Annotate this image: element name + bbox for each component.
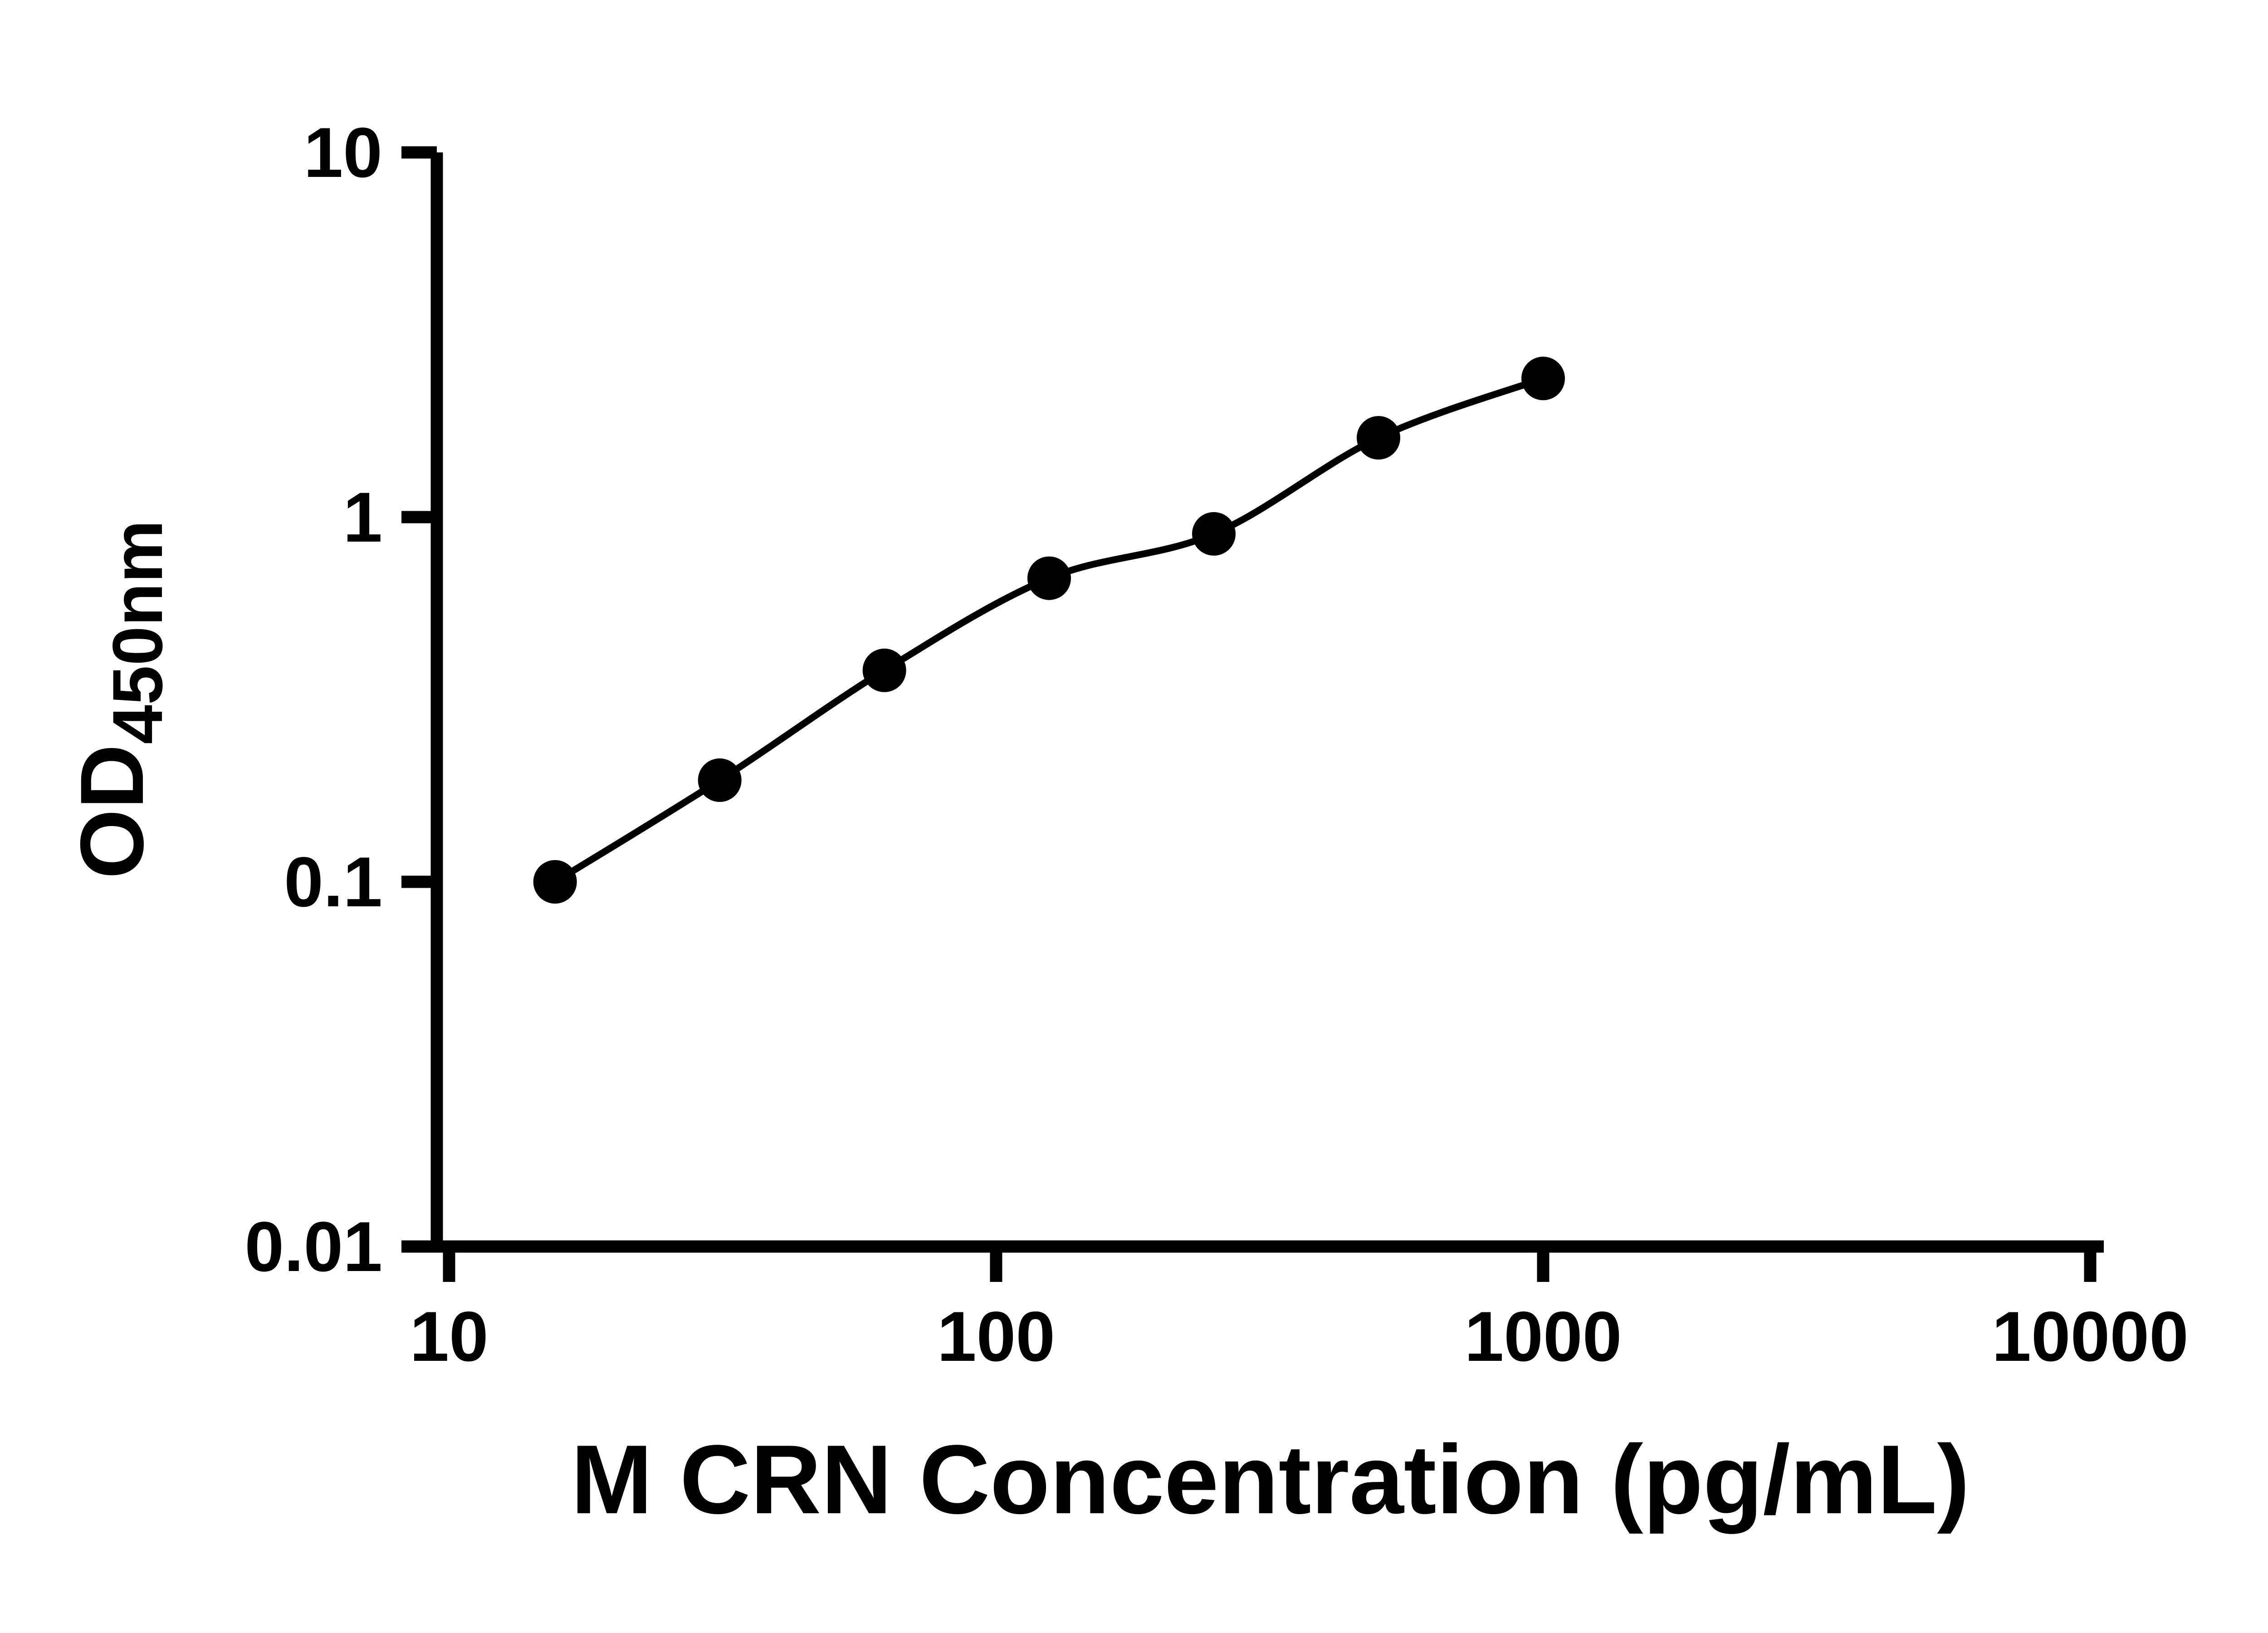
- y-tick-label: 10: [303, 113, 382, 192]
- data-point: [1027, 556, 1071, 600]
- y-axis-title: OD450nm: [62, 520, 177, 879]
- x-tick-label: 1000: [1464, 1297, 1622, 1376]
- data-point: [533, 860, 577, 904]
- y-tick-label: 0.1: [284, 843, 382, 922]
- data-point: [698, 758, 742, 802]
- data-point: [1521, 357, 1565, 401]
- data-point: [1357, 416, 1400, 460]
- data-point: [862, 648, 906, 692]
- fit-curve: [552, 375, 1547, 885]
- y-tick-label: 0.01: [244, 1208, 382, 1286]
- data-point: [1192, 512, 1236, 556]
- x-tick-label: 10000: [1992, 1297, 2189, 1376]
- x-axis-title: M CRN Concentration (pg/mL): [571, 1424, 1970, 1534]
- x-tick-label: 100: [937, 1297, 1055, 1376]
- y-tick-label: 1: [343, 478, 382, 557]
- x-tick-label: 10: [410, 1297, 489, 1376]
